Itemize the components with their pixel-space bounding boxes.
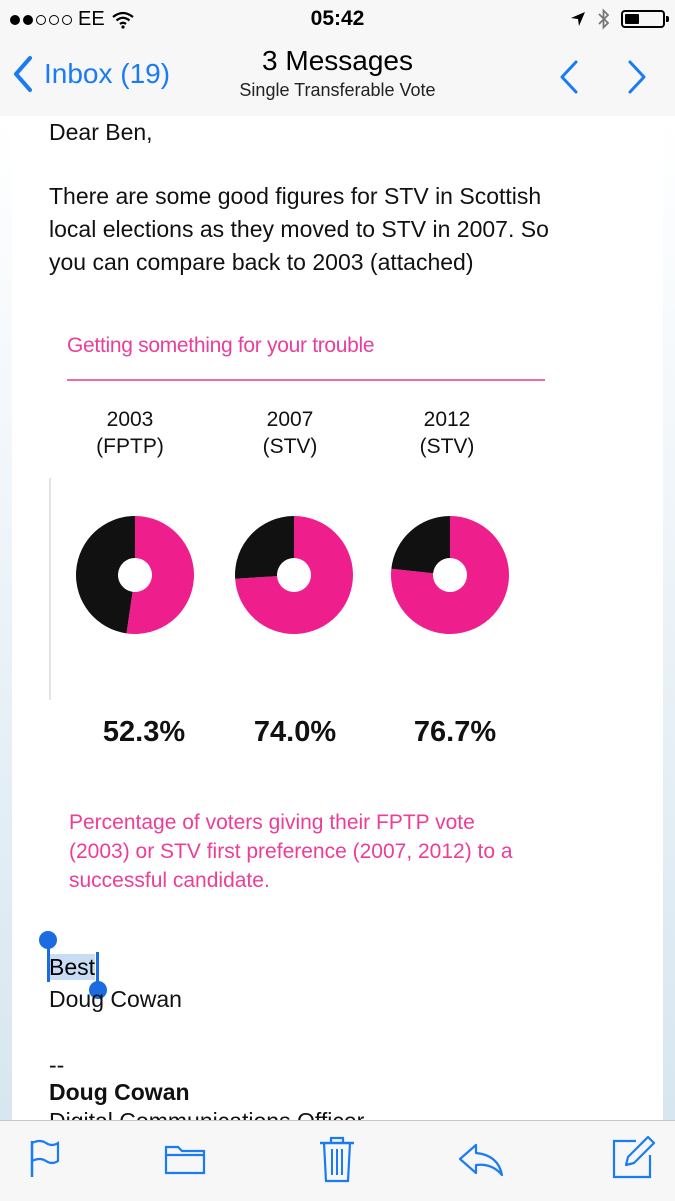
- caption-line: successful candidate.: [69, 869, 270, 892]
- sign-off[interactable]: Best: [49, 951, 96, 984]
- message-body[interactable]: Dear Ben, There are some good figures fo…: [12, 116, 663, 1120]
- folder-icon[interactable]: [162, 1137, 208, 1181]
- thread-title: 3 Messages Single Transferable Vote: [0, 44, 675, 101]
- back-chevron-icon: [14, 56, 32, 92]
- donut-segment-success: [235, 516, 353, 634]
- chart-category-2007: 2007 (STV): [230, 406, 350, 460]
- category-system: (FPTP): [96, 435, 164, 458]
- signature-role: Digital Communications Officer: [49, 1105, 364, 1120]
- back-to-inbox-button[interactable]: Inbox (19): [12, 55, 170, 93]
- caption-line: (2003) or STV first preference (2007, 20…: [69, 840, 513, 863]
- location-arrow-icon: [571, 12, 585, 26]
- clock: 05:42: [310, 7, 365, 30]
- donut-2012: [391, 516, 509, 634]
- category-year: 2012: [423, 408, 471, 431]
- bottom-toolbar: [0, 1120, 675, 1201]
- caption-line: Percentage of voters giving their FPTP v…: [69, 811, 475, 834]
- thread-subject: Single Transferable Vote: [239, 80, 436, 100]
- navigation-bar: Inbox (19) 3 Messages Single Transferabl…: [0, 38, 675, 117]
- paragraph-line-1: There are some good figures for STV in S…: [49, 183, 542, 209]
- selection-start-bar: [47, 944, 50, 982]
- donut-segment-success: [391, 516, 509, 634]
- donut-segment-other: [235, 516, 294, 579]
- signature-name: Doug Cowan: [49, 1079, 190, 1105]
- category-year: 2003: [106, 408, 154, 431]
- chart-category-2012: 2012 (STV): [387, 406, 507, 460]
- selection-end-bar: [96, 952, 99, 990]
- back-label: Inbox (19): [44, 58, 171, 89]
- selected-text[interactable]: Best: [49, 954, 96, 980]
- paragraph-line-3: you can compare back to 2003 (attached): [49, 249, 474, 275]
- status-bar: EE 05:42: [0, 0, 675, 38]
- donut-segment-success: [126, 516, 194, 634]
- donut-2003: [76, 516, 194, 634]
- carrier-name: EE: [78, 8, 105, 30]
- chart-caption: Percentage of voters giving their FPTP v…: [69, 808, 569, 895]
- flag-icon[interactable]: [24, 1137, 64, 1181]
- wifi-icon: [112, 11, 134, 29]
- paragraph-line-2: local elections as they moved to STV in …: [49, 216, 549, 242]
- signal-strength-icon: [10, 14, 72, 25]
- left-gutter: [0, 116, 12, 1120]
- category-system: (STV): [262, 435, 318, 458]
- next-message-icon[interactable]: [624, 58, 650, 96]
- trash-icon[interactable]: [316, 1133, 358, 1185]
- value-label-2007: 74.0%: [253, 716, 337, 748]
- right-gutter: [663, 116, 675, 1120]
- chart-title-rule: [67, 379, 545, 381]
- donut-segment-other: [391, 516, 450, 574]
- value-label-2003: 52.3%: [102, 716, 186, 748]
- bluetooth-icon: [598, 8, 610, 30]
- chart-title: Getting something for your trouble: [67, 334, 375, 357]
- thread-count-title: 3 Messages: [262, 45, 413, 76]
- chart-category-2003: 2003 (FPTP): [70, 406, 190, 460]
- prev-message-icon[interactable]: [556, 58, 582, 96]
- selection-start-handle[interactable]: [39, 931, 57, 949]
- battery-icon: [621, 10, 669, 28]
- selection-end-handle[interactable]: [89, 981, 107, 999]
- reply-icon[interactable]: [456, 1141, 506, 1179]
- donut-segment-other: [76, 516, 135, 634]
- donut-2007: [235, 516, 353, 634]
- carrier-group: EE: [10, 8, 135, 31]
- signer-name: Doug Cowan: [49, 986, 182, 1012]
- image-edge: [49, 478, 51, 700]
- signature-separator: --: [49, 1052, 65, 1078]
- value-label-2012: 76.7%: [413, 716, 497, 748]
- greeting: Dear Ben,: [49, 119, 153, 145]
- category-system: (STV): [419, 435, 475, 458]
- compose-icon[interactable]: [610, 1135, 656, 1181]
- category-year: 2007: [266, 408, 314, 431]
- status-icons: [569, 8, 669, 30]
